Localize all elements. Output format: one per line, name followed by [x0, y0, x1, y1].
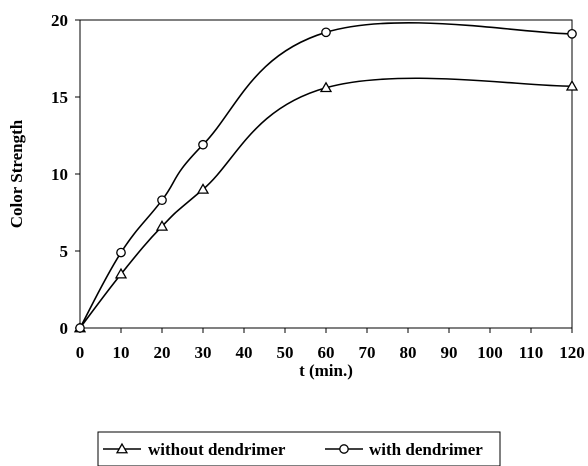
y-axis-ticks: 0 5 10 15 20	[51, 11, 80, 338]
triangle-marker	[565, 79, 579, 91]
series-line	[79, 21, 573, 329]
x-tick-label: 90	[441, 343, 458, 362]
triangle-marker	[196, 183, 210, 194]
series-without-dendrimer	[73, 77, 579, 333]
legend-item: with dendrimer	[325, 440, 483, 459]
y-tick-label: 10	[51, 165, 68, 184]
series-with-dendrimer	[75, 21, 577, 333]
x-tick-label: 20	[154, 343, 171, 362]
circle-marker	[116, 247, 126, 258]
x-tick-label: 60	[318, 343, 335, 362]
legend-label: without dendrimer	[148, 440, 286, 459]
legend: without dendrimer with dendrimer	[97, 431, 501, 466]
x-tick-label: 30	[195, 343, 212, 362]
x-tick-label: 0	[76, 343, 85, 362]
circle-marker	[321, 27, 331, 38]
x-tick-label: 40	[236, 343, 253, 362]
circle-marker	[157, 195, 167, 206]
y-tick-label: 0	[60, 319, 69, 338]
circle-marker	[198, 139, 208, 150]
plot-area	[79, 19, 573, 329]
circle-marker	[339, 444, 349, 454]
x-tick-label: 100	[477, 343, 503, 362]
x-axis-ticks: 0 10 20 30 40 50 60 70 80 90 100 110 120	[76, 328, 585, 362]
circle-marker	[75, 323, 85, 333]
triangle-marker	[115, 442, 129, 454]
x-tick-label: 10	[113, 343, 130, 362]
legend-box	[97, 431, 501, 466]
triangle-marker	[319, 81, 333, 93]
legend-item: without dendrimer	[103, 440, 286, 459]
x-tick-label: 80	[400, 343, 417, 362]
triangle-marker	[114, 267, 128, 279]
triangle-marker	[155, 220, 169, 231]
x-tick-label: 70	[359, 343, 376, 362]
x-axis-label: t (min.)	[299, 361, 353, 380]
y-tick-label: 5	[60, 242, 69, 261]
legend-label: with dendrimer	[369, 440, 483, 459]
x-tick-label: 120	[559, 343, 585, 362]
y-tick-label: 20	[51, 11, 68, 30]
series-line	[79, 77, 573, 329]
y-axis-label: Color Strength	[7, 119, 26, 228]
x-tick-label: 110	[519, 343, 544, 362]
series-layer	[73, 21, 579, 333]
circle-marker	[567, 29, 577, 39]
y-tick-label: 15	[51, 88, 68, 107]
x-tick-label: 50	[277, 343, 294, 362]
